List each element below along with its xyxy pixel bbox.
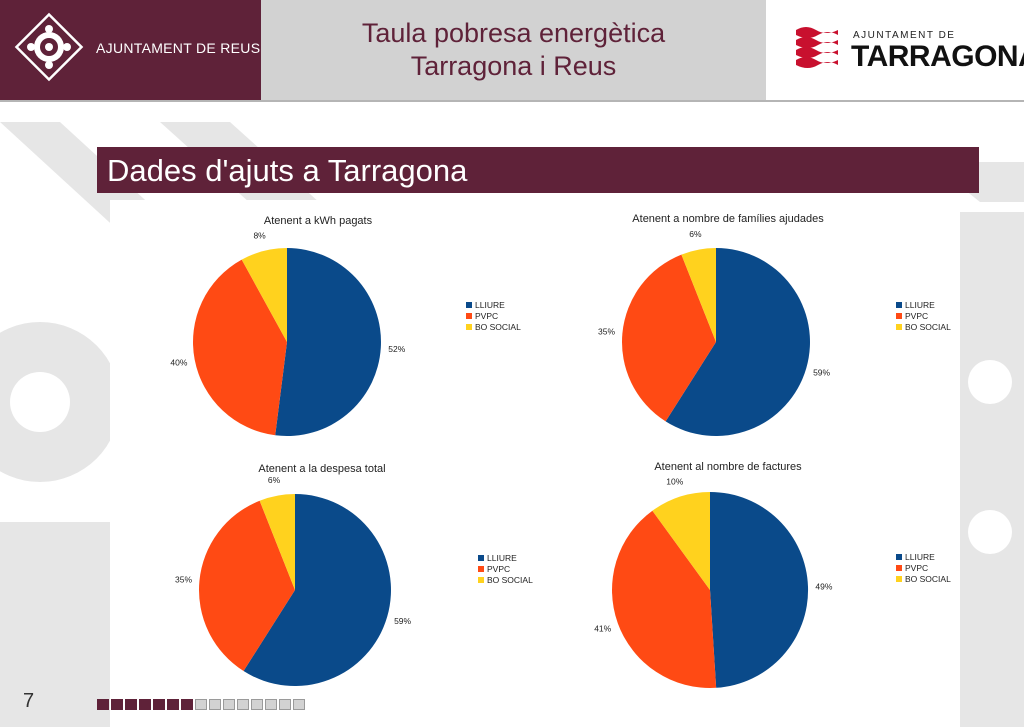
legend-entry: PVPC — [487, 564, 510, 574]
charts-panel: Atenent a kWh pagats 52% 40% 8% LLIURE PVPC BO… — [110, 200, 956, 695]
pie-slice — [612, 510, 717, 689]
tarragona-org-name: TARRAGONA — [851, 40, 1024, 73]
slice-label: 59% — [394, 616, 411, 626]
legend-entry: LLIURE — [905, 300, 935, 310]
pie-chart: Atenent a nombre de famílies ajudades 59%… — [598, 213, 951, 436]
section-title-bar: Dades d'ajuts a Tarragona — [97, 147, 979, 193]
legend-entry: BO SOCIAL — [475, 322, 521, 332]
slice-label: 6% — [268, 475, 281, 485]
pie-chart: Atenent al nombre de factures 49% 41% 10% LL… — [594, 461, 951, 689]
legend-entry: BO SOCIAL — [487, 575, 533, 585]
legend-entry: LLIURE — [475, 300, 505, 310]
chart-title: Atenent a la despesa total — [258, 463, 385, 475]
legend-entry: PVPC — [905, 563, 928, 573]
legend-swatch — [896, 565, 902, 571]
legend-swatch — [478, 555, 484, 561]
legend-entry: BO SOCIAL — [905, 574, 951, 584]
legend-swatch — [478, 566, 484, 572]
pie-slice — [193, 259, 287, 436]
pie-slice — [652, 492, 710, 590]
reus-org-name: AJUNTAMENT DE REUS — [96, 40, 261, 56]
progress-step — [153, 699, 165, 710]
slice-label: 35% — [175, 575, 192, 585]
chart-title: Atenent a nombre de famílies ajudades — [632, 213, 824, 225]
legend-swatch — [896, 302, 902, 308]
pie-slice — [665, 248, 810, 436]
pie-chart: Atenent a la despesa total 59% 35% 6% LLIURE… — [175, 463, 533, 686]
pie-slice — [621, 254, 716, 422]
page-title-line-2: Tarragona i Reus — [410, 51, 617, 81]
progress-step — [265, 699, 277, 710]
reus-emblem-icon — [14, 12, 84, 82]
progress-step — [293, 699, 305, 710]
legend-swatch — [896, 554, 902, 560]
slice-label: 6% — [689, 229, 702, 239]
progress-step — [167, 699, 179, 710]
tarragona-org-prefix: AJUNTAMENT DE — [853, 30, 956, 41]
legend-swatch — [466, 324, 472, 330]
slice-label: 41% — [594, 624, 611, 634]
pie-slice — [241, 248, 287, 342]
progress-step — [195, 699, 207, 710]
progress-step — [251, 699, 263, 710]
chart-title: Atenent al nombre de factures — [654, 461, 802, 473]
legend-entry: PVPC — [475, 311, 498, 321]
legend-swatch — [896, 324, 902, 330]
pie-slice — [710, 491, 809, 688]
progress-step — [279, 699, 291, 710]
slice-label: 35% — [598, 327, 615, 337]
pie-chart: Atenent a kWh pagats 52% 40% 8% LLIUREPVPCBO… — [170, 215, 521, 436]
pie-slice — [259, 494, 295, 590]
slice-label: 40% — [170, 358, 187, 368]
header-reus-block: AJUNTAMENT DE REUS — [0, 0, 261, 100]
section-title: Dades d'ajuts a Tarragona — [107, 153, 468, 188]
legend-entry: BO SOCIAL — [905, 322, 951, 332]
legend-swatch — [478, 577, 484, 583]
progress-step — [139, 699, 151, 710]
legend-swatch — [466, 313, 472, 319]
page-title: Taula pobresa energètica Tarragona i Reu… — [261, 0, 766, 100]
legend-entry: LLIURE — [487, 553, 517, 563]
legend-swatch — [896, 576, 902, 582]
slice-label: 52% — [388, 344, 405, 354]
slice-label: 10% — [666, 477, 683, 487]
page-title-line-1: Taula pobresa energètica — [361, 18, 666, 48]
progress-step — [97, 699, 109, 710]
slice-label: 8% — [253, 231, 266, 241]
progress-step — [111, 699, 123, 710]
tarragona-emblem-icon — [796, 27, 838, 68]
legend-entry: PVPC — [905, 311, 928, 321]
legend-swatch — [896, 313, 902, 319]
header-divider — [0, 100, 1024, 102]
charts-canvas: Atenent a kWh pagats52%40%8%LLIUREPVPCBO… — [170, 213, 951, 689]
pie-slice — [275, 248, 381, 436]
legend-swatch — [466, 302, 472, 308]
slide-progress — [97, 699, 305, 710]
pie-slice — [681, 248, 716, 342]
header-tarragona-block: AJUNTAMENT DE TARRAGONA — [766, 0, 1024, 100]
progress-step — [125, 699, 137, 710]
pie-slice — [243, 494, 391, 686]
progress-step — [223, 699, 235, 710]
legend-entry: LLIURE — [905, 552, 935, 562]
chart-title: Atenent a kWh pagats — [264, 215, 373, 227]
progress-step — [181, 699, 193, 710]
pie-slice — [198, 500, 295, 672]
slice-label: 59% — [813, 368, 830, 378]
slice-label: 49% — [815, 581, 832, 591]
progress-step — [237, 699, 249, 710]
progress-step — [209, 699, 221, 710]
page-number: 7 — [23, 690, 35, 712]
